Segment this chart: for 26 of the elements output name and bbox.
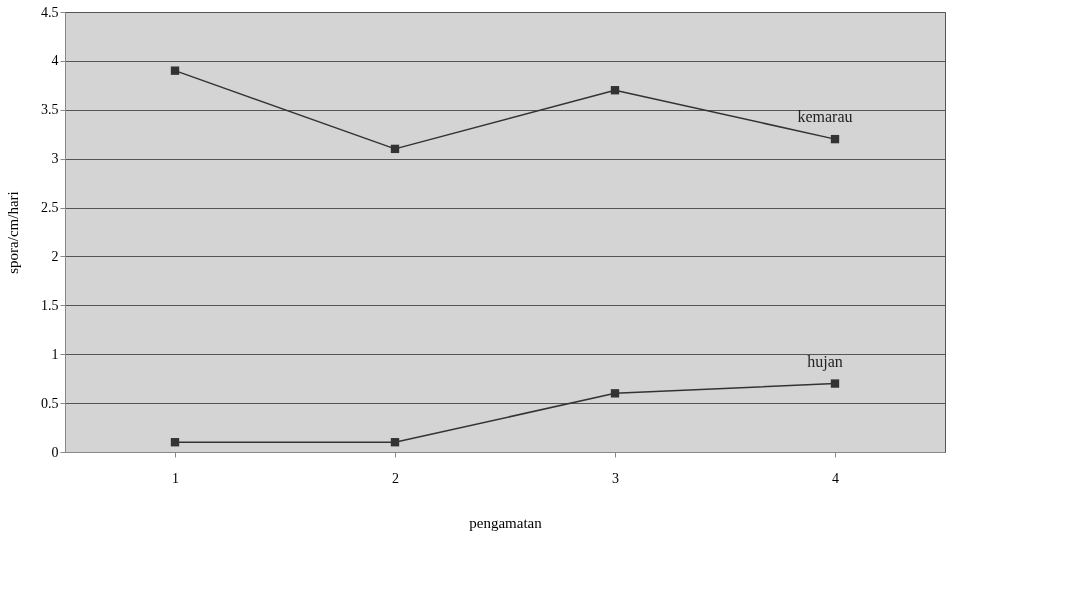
y-tick-label: 1.5 bbox=[41, 297, 59, 313]
y-tick-label: 1 bbox=[51, 346, 59, 362]
y-tick-label: 3.5 bbox=[41, 102, 59, 118]
series-label: hujan bbox=[807, 352, 843, 371]
y-tick-label: 0 bbox=[51, 444, 59, 460]
series-label: kemarau bbox=[797, 108, 853, 126]
y-tick-label: 2.5 bbox=[41, 200, 59, 216]
point bbox=[170, 66, 180, 75]
x-tick-label: 3 bbox=[612, 470, 619, 486]
x-axis-title: pengamatan bbox=[469, 514, 543, 531]
point bbox=[610, 86, 620, 95]
point bbox=[170, 438, 180, 447]
y-tick-label: 2 bbox=[51, 248, 59, 264]
point bbox=[830, 379, 840, 388]
x-tick-label: 2 bbox=[392, 470, 399, 486]
x-tick-label: 1 bbox=[172, 470, 179, 486]
point bbox=[830, 134, 840, 144]
point bbox=[610, 389, 620, 398]
y-tick-label: 3 bbox=[51, 151, 59, 167]
y-tick-label: 0.5 bbox=[41, 395, 59, 411]
y-tick-label: 4 bbox=[51, 53, 59, 69]
point bbox=[390, 438, 400, 447]
y-axis-title: spora/cm/hari bbox=[5, 191, 21, 274]
x-tick-label: 4 bbox=[832, 470, 839, 486]
point bbox=[390, 144, 400, 154]
y-tick-label: 4.5 bbox=[41, 4, 59, 20]
